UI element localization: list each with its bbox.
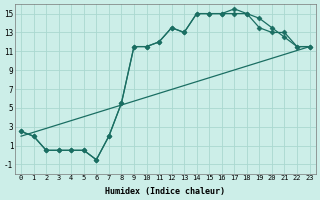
X-axis label: Humidex (Indice chaleur): Humidex (Indice chaleur) [105,187,225,196]
